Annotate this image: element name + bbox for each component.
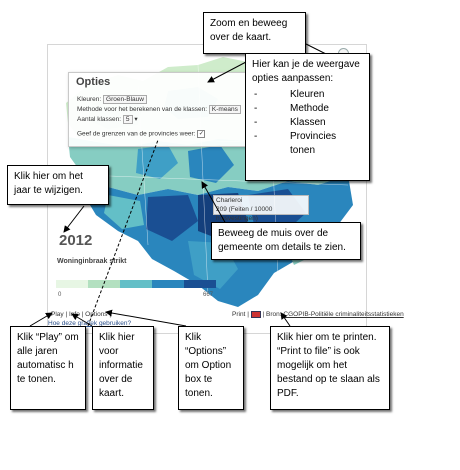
- list-item: Kleuren: [252, 88, 363, 102]
- separator: |: [81, 311, 84, 318]
- tooltip-name: Charleroi: [216, 197, 243, 204]
- legend-swatch: [56, 280, 88, 288]
- chevron-down-icon: ▾: [134, 116, 138, 123]
- callout-options-list: Kleuren Methode Klassen Provincies tonen: [252, 88, 363, 158]
- list-item: Methode: [252, 102, 363, 116]
- region-middle-dark-2: [188, 145, 234, 183]
- colors-row: Kleuren: Groen-Blauw: [77, 95, 147, 104]
- separator: |: [262, 311, 265, 319]
- source-bar: Print | | Bron: CGOPIB-Politiële crimina…: [232, 311, 404, 318]
- callout-zoom: Zoom en beweeg over de kaart.: [203, 12, 306, 54]
- legend-min: 0: [58, 292, 62, 298]
- dashed-options-link: [87, 139, 159, 327]
- legend-swatch: [184, 280, 216, 288]
- callout-year: Klik hier om het jaar te wijzigen.: [7, 165, 109, 205]
- legend-title: Woninginbraak strikt: [57, 258, 127, 265]
- list-item: Klassen: [252, 116, 363, 130]
- source-prefix: Bron:: [266, 311, 282, 319]
- callout-options: Hier kan je de weergave opties aanpassen…: [245, 53, 370, 181]
- borders-row: Geef de grenzen van de provincies weer: …: [77, 130, 206, 138]
- separator: |: [247, 311, 249, 319]
- colors-select[interactable]: Groen-Blauw: [103, 95, 147, 104]
- arrow-options: [207, 61, 247, 83]
- classes-row: Aantal klassen: 5 ▾: [77, 115, 138, 124]
- options-button[interactable]: Options: [85, 311, 108, 318]
- arrow-options-box: [105, 309, 187, 327]
- arrow-print: [280, 312, 291, 327]
- arrow-year: [63, 205, 85, 233]
- list-item: Provincies tonen: [252, 130, 363, 158]
- tooltip-value: 209 (Feiten / 10000 huisvestingen): [216, 206, 273, 222]
- legend-bar: [56, 280, 216, 288]
- callout-info: Klik hier voor informatie over de kaart.: [92, 326, 154, 410]
- callout-options-box: Klik “Options” om Option box te tonen.: [178, 326, 244, 410]
- callout-hover: Beweeg de muis over de gemeente om detai…: [211, 222, 361, 260]
- source-link[interactable]: CGOPIB-Politiële criminaliteitsstatistie…: [283, 311, 404, 319]
- play-button[interactable]: Play: [51, 311, 64, 318]
- callout-options-intro: Hier kan je de weergave opties aanpassen…: [252, 59, 360, 84]
- classes-select[interactable]: 5: [122, 115, 133, 124]
- classes-label: Aantal klassen:: [77, 116, 122, 123]
- legend-swatch: [152, 280, 184, 288]
- municipality-tooltip: Charleroi 209 (Feiten / 10000 huisvestin…: [213, 195, 309, 222]
- callout-print: Klik hier om te printen. “Print to file”…: [270, 326, 390, 410]
- options-title: Opties: [76, 76, 111, 88]
- method-select[interactable]: K-means: [208, 105, 241, 114]
- callout-play: Klik “Play” om alle jaren automatisc h t…: [10, 326, 86, 410]
- arrow-hover: [201, 181, 227, 225]
- flag-icon: [250, 311, 261, 318]
- borders-checkbox[interactable]: ✓: [197, 130, 206, 138]
- region-south-patch-1: [146, 195, 198, 241]
- borders-label: Geef de grenzen van de provincies weer:: [77, 130, 196, 138]
- print-button[interactable]: Print: [232, 311, 246, 319]
- howto-link[interactable]: Hoe deze grafiek gebruiken?: [48, 320, 132, 327]
- separator: |: [65, 311, 68, 318]
- method-label: Methode voor het berekenen van de klasse…: [77, 106, 208, 113]
- colors-label: Kleuren:: [77, 96, 102, 103]
- legend-swatch: [88, 280, 120, 288]
- year-selector[interactable]: 2012: [59, 232, 93, 249]
- legend-max: 667: [203, 292, 214, 298]
- method-row: Methode voor het berekenen van de klasse…: [77, 105, 241, 114]
- arrow-play: [29, 312, 53, 327]
- legend-swatch: [120, 280, 152, 288]
